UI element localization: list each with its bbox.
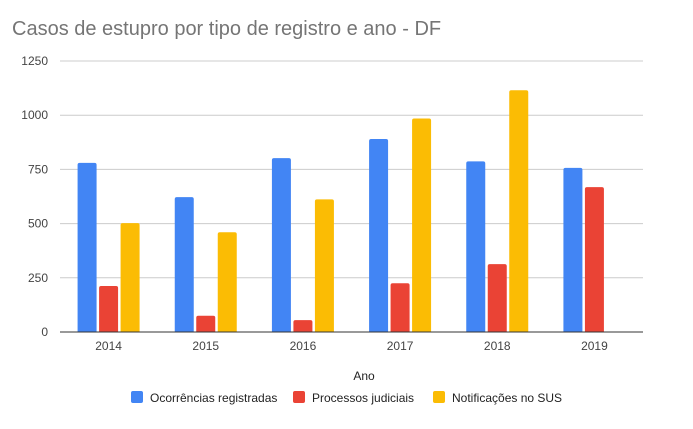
bar-2016-1 (271, 158, 291, 332)
bar-2015-1 (174, 197, 194, 332)
legend-label: Processos judiciais (312, 391, 414, 405)
bar-2015-2 (196, 315, 216, 332)
bar-2018-3 (509, 90, 529, 332)
bar-2016-2 (293, 320, 313, 332)
legend-swatch (293, 391, 305, 403)
y-tick-label: 0 (41, 325, 48, 339)
x-axis-ticks: 2014 2015 2016 2017 2018 2019 (95, 339, 608, 353)
x-tick-label: 2016 (290, 339, 317, 353)
x-tick-label: 2019 (581, 339, 608, 353)
bar-2017-1 (369, 139, 389, 332)
legend-item: Notificações no SUS (433, 391, 562, 405)
bars (60, 90, 643, 333)
y-tick-label: 500 (28, 217, 48, 231)
bar-2017-3 (412, 118, 432, 333)
bar-2018-1 (466, 161, 486, 332)
chart-title: Casos de estupro por tipo de registro e … (12, 18, 442, 40)
gridlines (60, 60, 643, 333)
bar-2014-3 (120, 223, 140, 332)
legend-label: Notificações no SUS (452, 391, 562, 405)
bar-2017-2 (390, 283, 410, 332)
bar-2019-2 (584, 187, 604, 332)
y-tick-label: 1000 (21, 108, 48, 122)
y-tick-label: 250 (28, 271, 48, 285)
bar-2015-3 (217, 232, 237, 332)
legend-label: Ocorrências registradas (150, 391, 277, 405)
legend-swatch (131, 391, 143, 403)
y-tick-label: 750 (28, 162, 48, 176)
legend-swatch (433, 391, 445, 403)
x-tick-label: 2014 (95, 339, 122, 353)
x-axis-label: Ano (353, 369, 375, 383)
legend-item: Ocorrências registradas (131, 391, 277, 405)
x-tick-label: 2015 (192, 339, 219, 353)
legend-item: Processos judiciais (293, 391, 414, 405)
legend: Ocorrências registradas Processos judicia… (131, 391, 562, 405)
x-tick-label: 2018 (484, 339, 511, 353)
y-tick-label: 1250 (21, 54, 48, 68)
x-tick-label: 2017 (387, 339, 414, 353)
y-axis-ticks: 0 250 500 750 1000 1250 (21, 54, 48, 339)
bar-2016-3 (314, 199, 334, 332)
bar-2014-2 (99, 286, 119, 332)
bar-2019-1 (563, 167, 583, 332)
bar-2014-1 (77, 162, 97, 332)
bar-2018-2 (487, 264, 507, 332)
